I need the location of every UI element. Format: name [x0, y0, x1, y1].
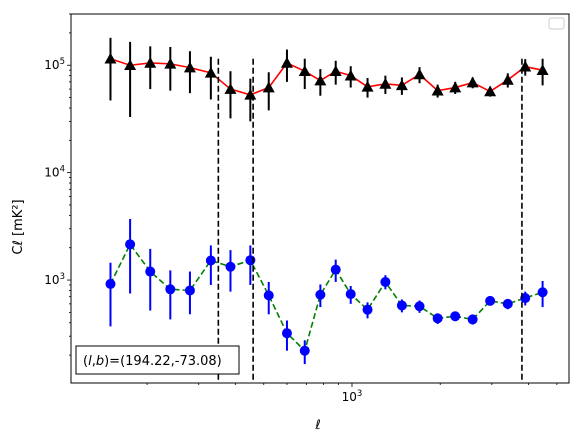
series-0-point-11	[314, 74, 327, 86]
series-1-point-20	[467, 314, 478, 325]
series-0-point-6	[224, 83, 237, 94]
series-1-point-22	[502, 298, 513, 309]
series-0-point-5	[204, 66, 217, 78]
series-0-point-14	[361, 80, 374, 92]
series-1-point-5	[205, 255, 216, 266]
series-1-line	[109, 242, 543, 353]
series-1-point-8	[263, 290, 274, 301]
series-1-point-10	[299, 345, 310, 356]
vertical-lines-layer	[217, 58, 523, 383]
series-1-point-23	[520, 293, 531, 304]
series-0-point-18	[431, 84, 444, 96]
series-0-point-13	[344, 69, 357, 81]
series-0-line	[110, 57, 543, 96]
series-1-point-17	[414, 301, 425, 312]
series-0-point-3	[164, 57, 177, 69]
series-1-point-18	[432, 313, 443, 324]
series-1-point-2	[145, 266, 156, 277]
series-0-point-10	[298, 65, 311, 77]
legend	[548, 17, 565, 30]
y-tick-label-2: 105	[44, 57, 65, 72]
series-0-point-8	[262, 81, 275, 93]
series-0-point-19	[449, 81, 462, 93]
series-0-point-4	[183, 61, 196, 73]
annotation-text: (l,b)=(194.22,-73.08)	[83, 354, 222, 369]
series-1-point-11	[315, 289, 326, 300]
series-0-point-20	[466, 76, 479, 88]
series-0-point-9	[280, 56, 293, 68]
series-1-point-12	[330, 264, 341, 275]
series-0-point-22	[501, 73, 514, 85]
series-1-point-1	[125, 239, 136, 250]
series-0-point-24	[536, 64, 549, 75]
series-1-point-14	[362, 304, 373, 315]
series-1-point-15	[380, 276, 391, 287]
x-axis-label: ℓ	[314, 418, 320, 433]
series-1-point-19	[450, 311, 461, 322]
series-1-point-13	[345, 289, 356, 300]
series-0-point-17	[413, 68, 426, 80]
annotation-box: (l,b)=(194.22,-73.08)	[75, 345, 240, 375]
series-0-point-16	[395, 79, 408, 91]
plot-frame	[70, 13, 570, 384]
x-tick-label-0: 103	[342, 389, 363, 404]
y-tick-label-0: 103	[44, 272, 65, 287]
y-axis-label: Cℓ [mK²]	[11, 199, 26, 254]
annotation-frame	[75, 345, 240, 375]
series-0-point-0	[104, 52, 117, 64]
series-0-point-1	[124, 59, 137, 71]
series-1-point-6	[225, 261, 236, 272]
series-layer	[104, 37, 549, 365]
y-tick-label-1: 104	[44, 165, 65, 180]
series-0-point-23	[519, 60, 532, 72]
series-1-point-16	[396, 300, 407, 311]
series-1-point-3	[165, 284, 176, 295]
series-0-point-12	[329, 65, 342, 77]
series-1-point-9	[281, 328, 292, 339]
series-1-point-0	[105, 278, 116, 289]
axes-layer: 103 103 104 105	[44, 13, 570, 404]
series-0-point-15	[379, 77, 392, 89]
legend-box	[548, 17, 565, 30]
series-1-point-4	[184, 285, 195, 296]
series-0-point-21	[484, 85, 497, 97]
series-1-point-21	[485, 295, 496, 306]
series-1-point-24	[537, 287, 548, 298]
series-0-point-2	[144, 56, 157, 68]
